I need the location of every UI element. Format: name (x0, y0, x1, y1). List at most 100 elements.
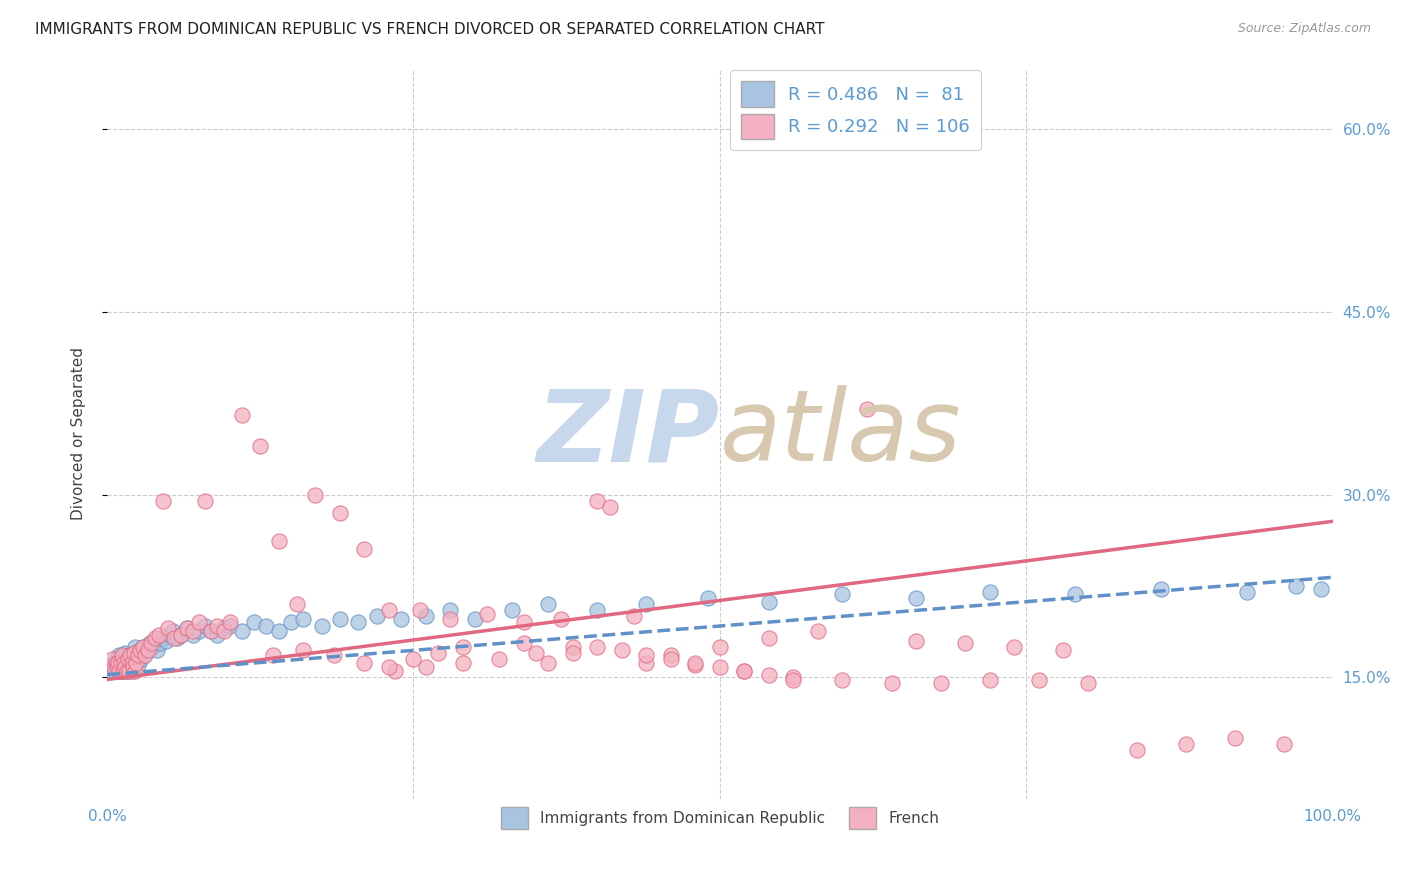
Point (659, 648, 682, 663)
Point (501, 603, 523, 617)
Point (107, 656, 129, 670)
Point (129, 643, 152, 657)
Point (157, 622, 180, 636)
Point (378, 603, 401, 617)
Point (104, 652, 127, 666)
Point (131, 640, 153, 654)
Point (155, 633, 177, 648)
Point (1309, 822, 1331, 837)
Point (537, 656, 560, 670)
Point (121, 656, 143, 670)
Y-axis label: Divorced or Separated: Divorced or Separated (72, 347, 86, 520)
Point (176, 622, 198, 636)
Point (124, 656, 146, 670)
Point (143, 631, 166, 645)
Point (162, 624, 184, 638)
Text: ZIP: ZIP (537, 385, 720, 483)
Point (131, 640, 153, 654)
Point (194, 493, 217, 508)
Point (586, 603, 609, 617)
Point (267, 624, 290, 638)
Point (1077, 676, 1099, 690)
Point (329, 612, 352, 626)
Point (292, 643, 315, 657)
Point (115, 664, 138, 678)
Point (127, 657, 149, 672)
Point (207, 627, 229, 641)
Point (166, 631, 188, 645)
Point (194, 619, 217, 633)
Point (513, 636, 536, 650)
Point (758, 594, 780, 608)
Point (132, 648, 155, 663)
Point (733, 664, 755, 678)
Point (384, 664, 406, 678)
Point (103, 660, 125, 674)
Point (389, 612, 412, 626)
Point (1150, 582, 1173, 597)
Point (125, 656, 148, 670)
Point (125, 652, 148, 666)
Point (856, 402, 879, 417)
Point (524, 646, 547, 660)
Text: IMMIGRANTS FROM DOMINICAN REPUBLIC VS FRENCH DIVORCED OR SEPARATED CORRELATION C: IMMIGRANTS FROM DOMINICAN REPUBLIC VS FR… (35, 22, 825, 37)
Point (129, 643, 152, 657)
Point (905, 591, 928, 605)
Point (105, 660, 128, 674)
Point (117, 652, 139, 666)
Point (586, 493, 609, 508)
Point (285, 597, 308, 611)
Point (254, 619, 277, 633)
Point (550, 612, 572, 626)
Point (120, 648, 142, 663)
Point (586, 640, 609, 654)
Point (249, 439, 271, 453)
Point (108, 664, 131, 678)
Point (159, 627, 181, 641)
Point (451, 640, 474, 654)
Point (329, 506, 352, 520)
Point (118, 664, 141, 678)
Point (979, 585, 1001, 599)
Point (475, 607, 498, 621)
Point (101, 652, 124, 666)
Point (135, 640, 157, 654)
Point (110, 664, 132, 678)
Point (1028, 673, 1050, 687)
Point (464, 612, 486, 626)
Point (636, 656, 658, 670)
Point (141, 640, 163, 654)
Point (117, 656, 139, 670)
Point (212, 624, 235, 638)
Point (599, 500, 621, 514)
Point (114, 660, 136, 674)
Point (1223, 731, 1246, 745)
Point (181, 624, 204, 638)
Point (1125, 743, 1147, 757)
Point (366, 609, 388, 624)
Point (685, 656, 707, 670)
Point (353, 542, 375, 557)
Point (143, 633, 166, 648)
Point (231, 624, 253, 638)
Point (131, 652, 153, 666)
Point (107, 656, 129, 670)
Point (121, 660, 143, 674)
Point (709, 640, 731, 654)
Point (112, 656, 135, 670)
Point (402, 652, 425, 666)
Point (1052, 643, 1074, 657)
Point (561, 646, 583, 660)
Point (347, 615, 370, 630)
Point (188, 624, 211, 638)
Point (782, 673, 804, 687)
Point (304, 487, 326, 501)
Point (979, 673, 1001, 687)
Point (136, 643, 159, 657)
Point (610, 643, 633, 657)
Point (150, 631, 173, 645)
Point (149, 636, 172, 650)
Point (124, 664, 146, 678)
Point (200, 624, 222, 638)
Point (218, 615, 240, 630)
